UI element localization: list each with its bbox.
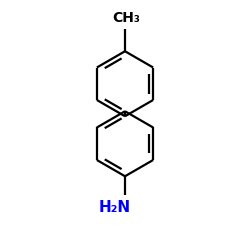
Text: H₂N: H₂N bbox=[99, 200, 131, 215]
Text: CH₃: CH₃ bbox=[112, 10, 140, 24]
